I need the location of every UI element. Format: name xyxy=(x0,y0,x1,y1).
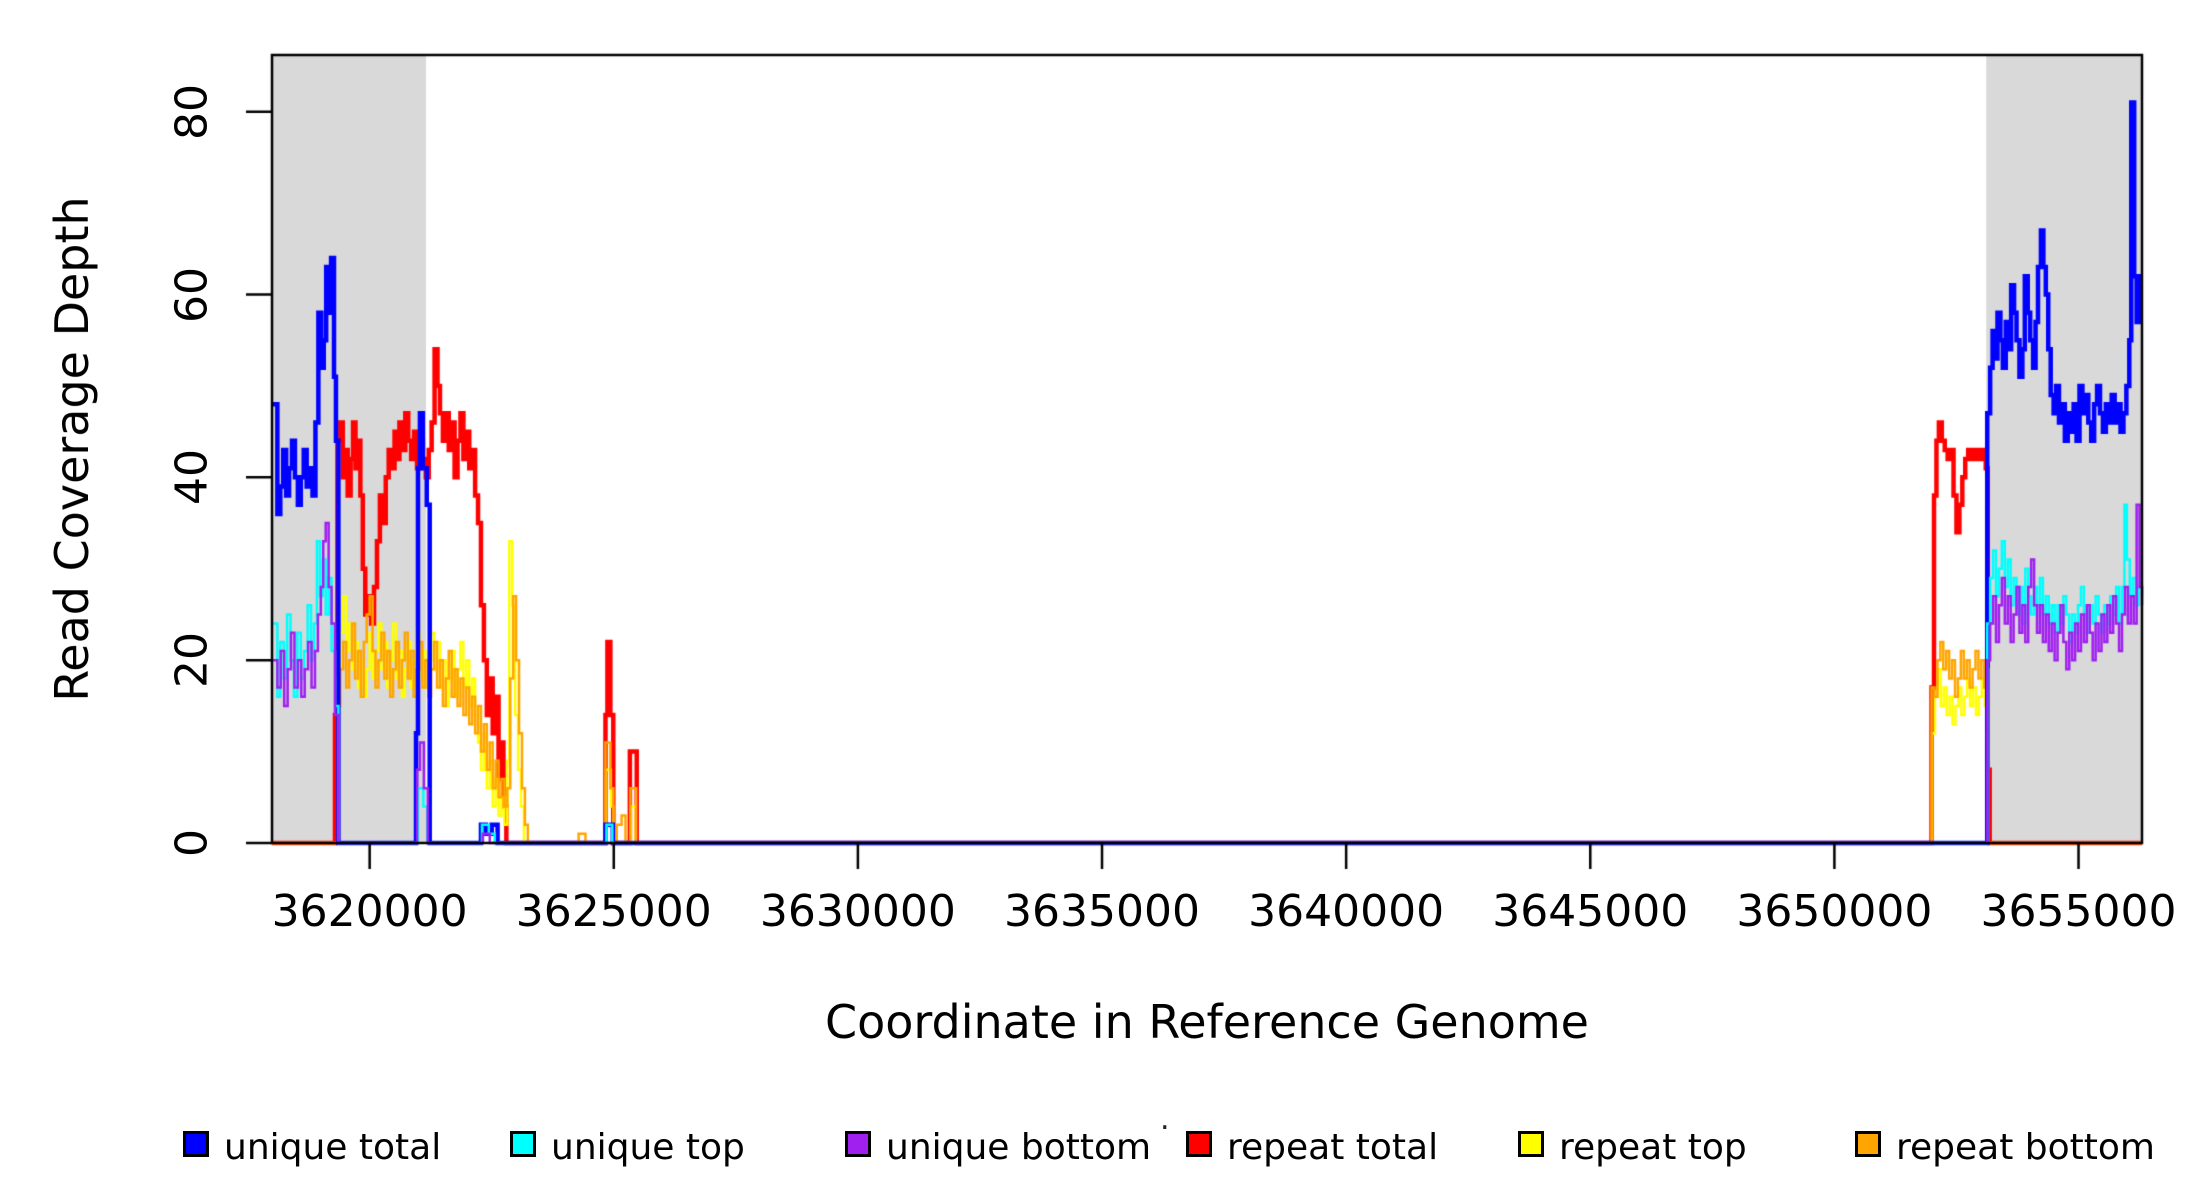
x-axis-title: Coordinate in Reference Genome xyxy=(825,995,1589,1049)
x-tick-label: 3625000 xyxy=(515,886,712,937)
x-tick-label: 3635000 xyxy=(1004,886,1200,937)
x-tick-label: 3650000 xyxy=(1736,886,1933,937)
legend-swatch-icon xyxy=(510,1131,536,1157)
legend-label: repeat total xyxy=(1227,1127,1439,1168)
legend-swatch-icon xyxy=(183,1131,209,1157)
legend-swatch-icon xyxy=(1186,1131,1212,1157)
y-tick-label: 80 xyxy=(166,83,218,140)
y-tick-label: 40 xyxy=(166,449,218,506)
legend-swatch-icon xyxy=(1518,1131,1544,1157)
legend-swatch-icon xyxy=(845,1131,871,1157)
y-tick-label: 0 xyxy=(166,829,218,857)
stray-dot: . xyxy=(1160,1102,1170,1137)
legend-label: unique total xyxy=(224,1127,442,1168)
x-tick-label: 3620000 xyxy=(271,886,468,937)
x-tick-label: 3645000 xyxy=(1492,886,1689,937)
legend-label: repeat bottom xyxy=(1896,1127,2155,1168)
y-axis-title: Read Coverage Depth xyxy=(45,196,99,702)
legend-swatch-icon xyxy=(1855,1131,1881,1157)
y-tick-label: 60 xyxy=(166,266,218,323)
legend-label: unique top xyxy=(551,1127,745,1168)
x-tick-label: 3640000 xyxy=(1248,886,1445,937)
x-tick-label: 3655000 xyxy=(1980,886,2177,937)
legend-label: unique bottom xyxy=(886,1127,1152,1168)
y-tick-label: 20 xyxy=(166,632,218,689)
legend-label: repeat top xyxy=(1559,1127,1747,1168)
x-tick-label: 3630000 xyxy=(759,886,956,937)
